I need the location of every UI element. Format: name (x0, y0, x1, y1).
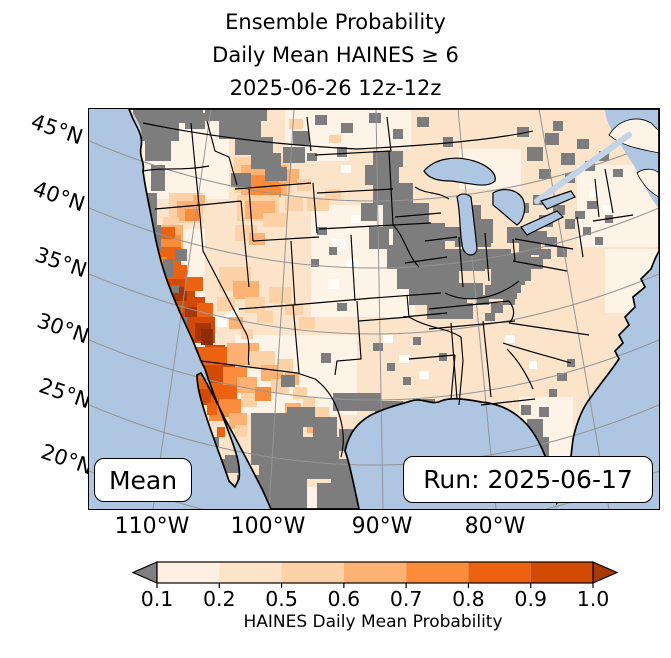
lat-tick-label: 25°N (36, 373, 94, 414)
map-panel: Mean Run: 2025-06-17 (88, 108, 660, 510)
lon-tick-label: 110°W (114, 514, 190, 539)
colorbar-tick-label: 0.2 (203, 587, 236, 610)
lat-tick-label: 20°N (38, 439, 96, 480)
map-canvas (89, 109, 659, 509)
run-annotation-box: Run: 2025-06-17 (403, 456, 653, 503)
colorbar-over-arrow (592, 561, 619, 584)
colorbar-tick-label: 1.0 (577, 587, 610, 610)
lat-tick-label: 35°N (32, 242, 90, 283)
colorbar-tick-label: 0.7 (390, 587, 423, 610)
mean-label: Mean (108, 465, 178, 495)
colorbar-segment (343, 562, 407, 583)
colorbar-tick-label: 0.5 (265, 587, 298, 610)
lat-tick-label: 30°N (34, 308, 92, 349)
colorbar-tick-label: 0.8 (452, 587, 485, 610)
colorbar: 0.1 0.2 0.5 0.6 0.7 0.8 0.9 1.0 (131, 561, 619, 610)
title-line-2: Daily Mean HAINES ≥ 6 (212, 43, 459, 67)
run-label: Run: 2025-06-17 (423, 465, 633, 494)
lon-tick-label: 80°W (464, 514, 526, 539)
colorbar-segment (406, 562, 469, 583)
colorbar-tick-label: 0.6 (328, 587, 361, 610)
colorbar-segment (468, 562, 531, 583)
title-line-1: Ensemble Probability (225, 10, 446, 34)
lat-tick-label: 40°N (30, 176, 88, 217)
lakes-and-rivers (131, 109, 659, 256)
mean-annotation-box: Mean (94, 458, 192, 502)
state-borders (142, 116, 634, 458)
colorbar-segment (281, 562, 344, 583)
title-line-3: 2025-06-26 12z-12z (229, 76, 442, 100)
colorbar-tick-label: 0.1 (141, 587, 174, 610)
lat-tick-label: 45°N (28, 109, 86, 150)
colorbar-under-arrow (131, 561, 158, 584)
colorbar-segment (219, 562, 282, 583)
figure-title: Ensemble Probability Daily Mean HAINES ≥… (0, 6, 671, 105)
colorbar-segment (157, 562, 220, 583)
lon-tick-label: 100°W (230, 514, 306, 539)
colorbar-tick-label: 0.9 (514, 587, 547, 610)
colorbar-caption: HAINES Daily Mean Probability (243, 612, 503, 632)
colorbar-segment (530, 562, 593, 583)
lon-tick-label: 90°W (351, 514, 413, 539)
